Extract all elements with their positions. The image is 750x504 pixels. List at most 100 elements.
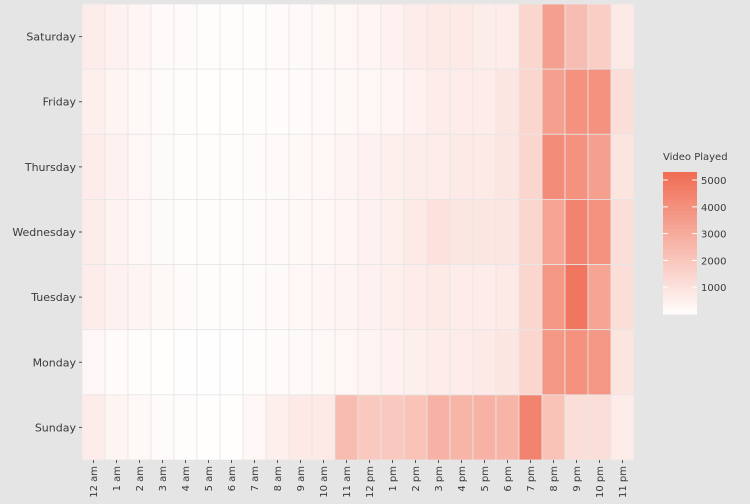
heatmap-cell	[449, 394, 474, 461]
x-tick-label: 11 pm	[618, 466, 629, 498]
heatmap-cell	[541, 3, 566, 70]
heatmap-cell	[518, 3, 543, 70]
heatmap-cell	[219, 68, 244, 135]
heatmap-cell	[127, 68, 152, 135]
x-tick-label: 12 am	[89, 466, 100, 498]
heatmap-cell	[173, 199, 198, 265]
heatmap-cell	[587, 199, 612, 265]
heatmap-cell	[219, 133, 244, 200]
heatmap-cell	[334, 264, 359, 331]
heatmap-cell	[265, 199, 290, 265]
heatmap-cell	[472, 394, 497, 461]
x-tick-label: 12 pm	[365, 466, 376, 498]
heatmap-cell	[426, 3, 451, 70]
legend-colorbar	[663, 172, 697, 315]
legend-color-step	[663, 243, 697, 248]
heatmap-cell	[81, 329, 106, 396]
heatmap-cell	[104, 68, 129, 135]
heatmap-cell	[127, 199, 152, 265]
legend-color-step	[663, 218, 697, 223]
heatmap-cell	[219, 199, 244, 265]
heatmap-cell	[311, 68, 336, 135]
heatmap-cell	[288, 264, 313, 331]
legend-color-step	[663, 250, 697, 255]
legend-color-step	[663, 221, 697, 226]
x-tick-label: 7 am	[250, 466, 261, 491]
legend-color-step	[663, 246, 697, 251]
heatmap-cell	[81, 68, 106, 135]
x-tick-label: 2 pm	[411, 466, 422, 492]
heatmap-cell	[495, 394, 520, 461]
heatmap-cell	[104, 133, 129, 200]
legend-color-step	[663, 278, 697, 283]
heatmap-cell	[587, 133, 612, 200]
heatmap-cell	[127, 264, 152, 331]
heatmap-cell	[311, 264, 336, 331]
legend-tick-label: 4000	[701, 203, 726, 214]
heatmap-cell	[81, 3, 106, 70]
heatmap-cell	[357, 3, 382, 70]
heatmap-cell	[495, 68, 520, 135]
heatmap-cell	[173, 133, 198, 200]
heatmap-cell	[334, 3, 359, 70]
heatmap-cell	[380, 394, 405, 461]
legend-title: Video Played	[663, 152, 728, 163]
heatmap-cell	[564, 133, 589, 200]
heatmap-cell	[541, 133, 566, 200]
legend-color-step	[663, 182, 697, 187]
legend-color-step	[663, 200, 697, 205]
heatmap-cell	[334, 199, 359, 265]
heatmap-cell	[242, 199, 267, 265]
heatmap-cell	[587, 394, 612, 461]
x-tick-label: 9 am	[296, 466, 307, 491]
heatmap-cell	[173, 68, 198, 135]
heatmap-cell	[449, 329, 474, 396]
heatmap-cell	[587, 3, 612, 70]
heatmap-cell	[127, 329, 152, 396]
x-tick-label: 8 am	[273, 466, 284, 491]
heatmap-cell	[357, 329, 382, 396]
x-tick-label: 9 pm	[572, 466, 583, 492]
legend-color-step	[663, 299, 697, 304]
x-tick-label: 10 am	[319, 466, 330, 498]
heatmap-cell	[403, 133, 428, 200]
heatmap-cell	[127, 394, 152, 461]
heatmap-cell	[265, 3, 290, 70]
legend-tick-label: 5000	[701, 176, 726, 187]
heatmap-cell	[380, 264, 405, 331]
heatmap-cells	[81, 3, 635, 461]
heatmap-cell	[357, 394, 382, 461]
heatmap-cell	[518, 394, 543, 461]
heatmap-cell	[265, 133, 290, 200]
heatmap-cell	[150, 68, 175, 135]
legend-color-step	[663, 228, 697, 233]
legend-color-step	[663, 257, 697, 262]
heatmap-cell	[242, 68, 267, 135]
heatmap-cell	[541, 264, 566, 331]
heatmap-cell	[472, 68, 497, 135]
heatmap-cell	[242, 133, 267, 200]
legend-color-step	[663, 260, 697, 265]
heatmap-cell	[265, 68, 290, 135]
heatmap-cell	[518, 264, 543, 331]
legend-color-step	[663, 232, 697, 237]
heatmap-cell	[564, 3, 589, 70]
heatmap-cell	[104, 394, 129, 461]
heatmap-cell	[403, 68, 428, 135]
heatmap-cell	[288, 199, 313, 265]
heatmap-cell	[403, 264, 428, 331]
heatmap-cell	[196, 133, 221, 200]
heatmap-cell	[242, 264, 267, 331]
heatmap-cell	[426, 199, 451, 265]
heatmap-cell	[564, 199, 589, 265]
heatmap-cell	[357, 133, 382, 200]
legend-color-step	[663, 289, 697, 294]
heatmap-cell	[196, 264, 221, 331]
heatmap-cell	[380, 3, 405, 70]
x-tick-label: 6 pm	[503, 466, 514, 492]
heatmap-cell	[334, 68, 359, 135]
legend-color-step	[663, 211, 697, 216]
heatmap-cell	[472, 264, 497, 331]
legend-color-step	[663, 310, 697, 315]
heatmap-cell	[495, 133, 520, 200]
